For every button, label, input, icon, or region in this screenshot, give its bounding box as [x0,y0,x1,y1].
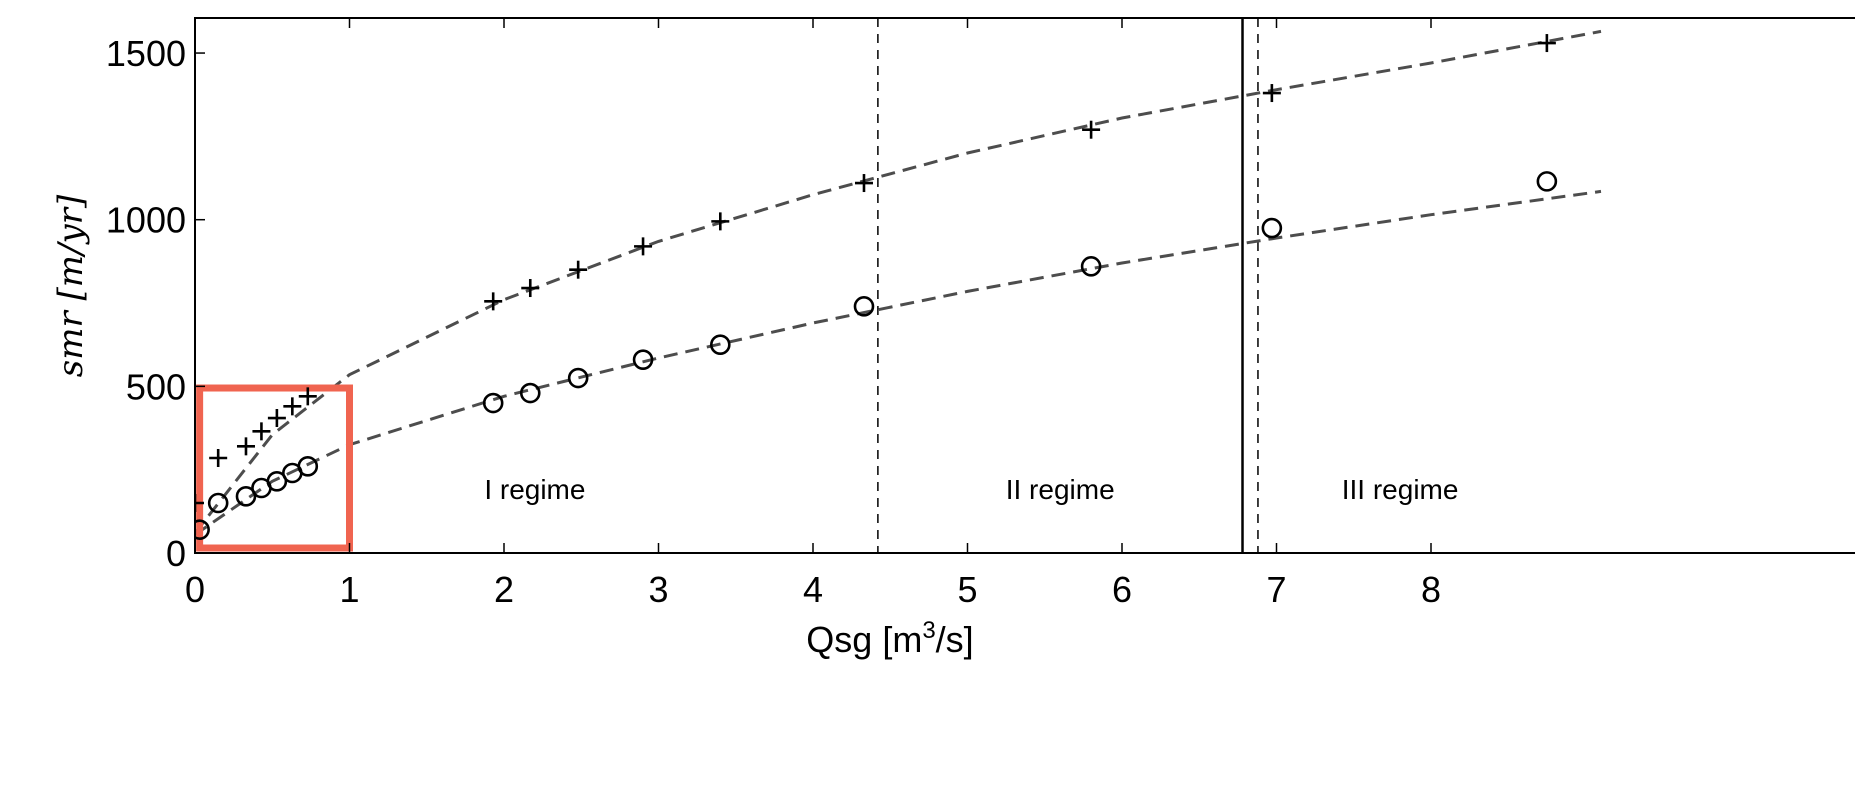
axes: 0 1 2 3 4 5 6 7 8 0 500 1000 1500 [106,17,1855,610]
circle-marker [235,486,257,507]
x-tick-label: 0 [185,569,205,610]
plus-marker [521,279,540,298]
circle-marker [1080,256,1102,277]
circle-marker [709,334,731,355]
plus-marker [711,212,730,231]
circle-marker [1261,217,1283,239]
circle-marker [853,296,875,317]
x-axis-label-tail: /s] [936,619,974,660]
x-axis-label: Qsg [m3/s] [806,617,973,660]
x-tick-label: 7 [1266,569,1286,610]
axes-frame [194,17,1855,554]
x-tick-label: 3 [648,569,668,610]
circle-marker [482,392,504,414]
plus-marker [209,449,228,468]
regime-label: III regime [1342,474,1459,505]
plus-marker [569,260,588,279]
plus-marker [195,494,204,513]
y-tick-label: 0 [166,533,186,574]
plus-marker [484,292,503,311]
labels: Qsg [m3/s] smr [m/yr] I regime II regime I… [51,194,1458,660]
regime-label: II regime [1006,474,1115,505]
data-markers [195,34,1558,540]
plus-marker [854,174,873,193]
highlight-box-layer [196,384,353,552]
plus-marker [236,437,255,456]
x-tick-label: 2 [494,569,514,610]
plus-marker [298,387,317,406]
y-tick-label: 1000 [106,200,186,241]
plus-marker [1537,34,1556,53]
circle-marker [1536,171,1558,192]
circle-marker [297,456,319,477]
regime-boundaries [877,18,1259,553]
circle-marker [519,382,541,404]
plus-marker [283,397,302,416]
x-axis-label-main: Qsg [m [806,619,922,660]
x-tick-label: 6 [1112,569,1132,610]
plus-marker [1262,84,1281,103]
plus-marker [634,237,653,256]
circle-marker [207,492,229,514]
x-tick-label: 1 [339,569,359,610]
plus-marker [267,409,286,428]
x-tick-label: 8 [1421,569,1441,610]
circle-marker [567,367,589,389]
x-tick-label: 5 [957,569,977,610]
plus-marker [1082,120,1101,139]
highlight-box [196,384,353,552]
circle-marker [266,471,288,492]
circle-marker [632,349,654,370]
circle-marker [195,519,210,540]
y-tick-label: 500 [126,366,186,407]
y-tick-label: 1500 [106,33,186,74]
plus-marker [252,422,271,441]
x-axis-label-sup: 3 [922,617,935,644]
x-tick-label: 4 [803,569,823,610]
y-axis-label: smr [m/yr] [51,194,91,377]
regime-label: I regime [484,474,585,505]
